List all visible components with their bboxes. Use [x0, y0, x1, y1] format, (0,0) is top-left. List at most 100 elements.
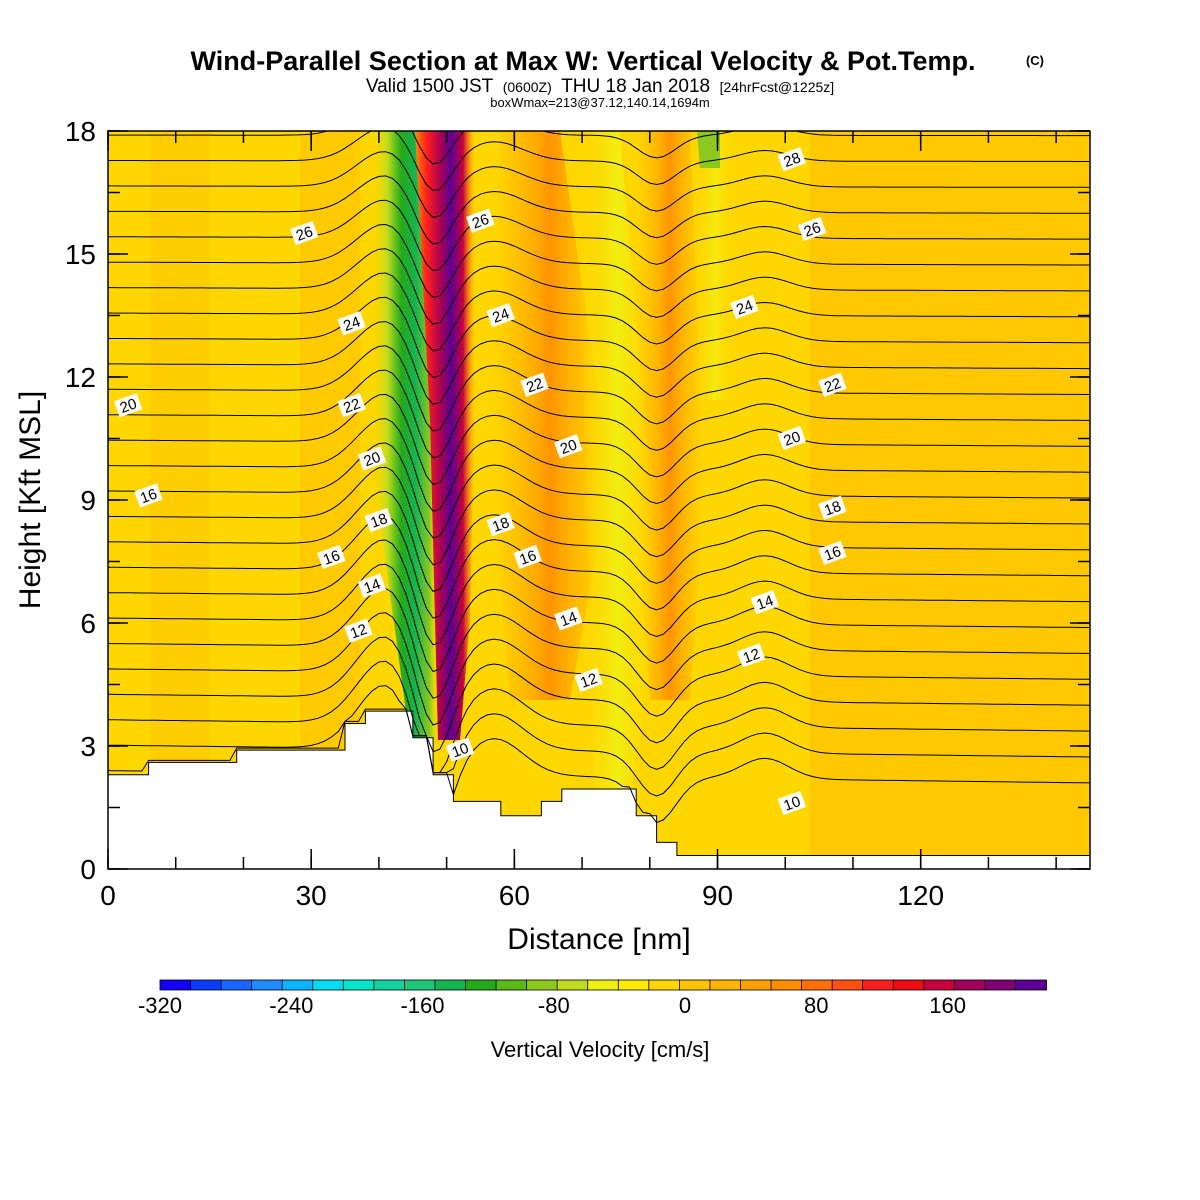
isentrope-label: 22 — [337, 393, 366, 418]
colorbar-tick-labels: -320 -240 -160 -80 0 80 160 — [138, 993, 966, 1018]
y-tick-label: 3 — [80, 731, 96, 762]
isentrope-line — [108, 223, 1090, 299]
colorbar-swatch — [556, 979, 589, 991]
isentrope-label: 16 — [818, 540, 847, 565]
isentrope-label-text: 20 — [781, 428, 802, 450]
colorbar-swatch — [587, 979, 620, 991]
isentrope-label-text: 18 — [490, 514, 511, 536]
isentrope-line — [108, 175, 1090, 245]
isentrope-line — [108, 685, 1090, 797]
isentrope-label-text: 10 — [781, 793, 802, 815]
upper-green-patch — [697, 131, 720, 168]
isentrope-line — [108, 369, 1090, 459]
isentrope-label-text: 24 — [341, 313, 362, 335]
isentrope-line — [108, 708, 1090, 824]
isentrope-label: 22 — [818, 372, 847, 397]
isentrope-label-text: 20 — [362, 449, 383, 471]
isentrope-label: 22 — [520, 372, 549, 397]
isentrope-label-text: 10 — [450, 740, 471, 762]
downdraft-band-yellow — [575, 131, 660, 800]
isentrope-label-box — [730, 294, 759, 319]
colorbar-swatch — [892, 979, 925, 991]
isentrope-line — [108, 539, 1090, 646]
updraft-column — [415, 131, 475, 740]
colorbar-swatch — [373, 979, 406, 991]
isentrope-label-text: 24 — [734, 297, 755, 319]
isentrope-label: 26 — [797, 216, 827, 242]
colorbar-swatch — [984, 979, 1017, 991]
y-tick-label: 0 — [80, 854, 96, 885]
isentrope-line — [108, 345, 1090, 432]
isentrope-line — [108, 466, 1090, 566]
isentrope-label: 24 — [486, 302, 515, 328]
isentrope-label-text: 28 — [781, 149, 802, 171]
isentrope-label-box — [337, 311, 366, 336]
isentrope-line — [108, 442, 1090, 539]
isentrope-label-text: 18 — [368, 510, 389, 532]
isentrope-label: 10 — [777, 790, 807, 816]
y-axis-title: Height [Kft MSL] — [14, 391, 47, 609]
isentrope-label-box — [445, 737, 475, 762]
y-tick-label: 9 — [80, 485, 96, 516]
isentrope-label-text: 14 — [558, 609, 579, 631]
x-tick-label: 0 — [100, 880, 116, 911]
isentrope-label-box — [486, 512, 515, 537]
colorbar-swatch — [1015, 979, 1047, 991]
isentrope-label-text: 12 — [578, 670, 599, 692]
isentrope-line — [108, 636, 1090, 753]
plot-area: 26 26 28 26 24 24 24 22 22 22 20 20 20 20 16 18 18 18 16 16… — [108, 131, 1090, 869]
isentrope-label-text: 16 — [321, 547, 342, 569]
isentrope-label-box — [113, 393, 143, 418]
isentrope-label-text: 12 — [741, 645, 762, 667]
colorbar-swatch — [465, 979, 497, 991]
isentrope-label-text: 22 — [524, 375, 545, 397]
colorbar-tick-label: -240 — [269, 993, 313, 1018]
colorbar-swatch — [617, 979, 650, 991]
isentrope-label-box — [513, 544, 542, 570]
colorbar-swatch — [220, 979, 253, 991]
colorbar-swatch — [495, 979, 528, 991]
field-band-orange-left — [150, 131, 210, 781]
isentrope-label-text: 20 — [558, 436, 579, 458]
isentrope-label-text: 26 — [470, 211, 491, 233]
colorbar-tick-label: 80 — [804, 993, 828, 1018]
isentrope-label-text: 16 — [822, 543, 843, 565]
isentrope-label-box — [364, 507, 393, 533]
isentrope-label-box — [357, 573, 387, 598]
isentrope-label: 18 — [486, 512, 515, 537]
isentrope-line — [108, 393, 1090, 486]
colorbar-tick-label: -320 — [138, 993, 182, 1018]
isentrope-label-box — [290, 220, 319, 246]
colorbar-swatch — [740, 979, 772, 991]
colorbar-swatch — [648, 979, 681, 991]
isentrope-label-box — [737, 643, 766, 668]
isentrope-line — [108, 418, 1090, 512]
colorbar-tick-label: 0 — [679, 993, 691, 1018]
colorbar-tick-label: -160 — [400, 993, 444, 1018]
isentrope-line — [108, 587, 1090, 699]
isentrope-label-box — [466, 208, 495, 233]
colorbar-swatch — [342, 979, 375, 991]
isentrope-label-box — [134, 483, 163, 508]
isentrope-label-box — [818, 372, 847, 397]
colorbar-swatch — [923, 979, 956, 991]
colorbar-swatch — [312, 979, 345, 991]
colorbar-tick-label: -80 — [538, 993, 570, 1018]
isentrope-label: 12 — [737, 643, 766, 668]
isentrope-label: 14 — [750, 589, 779, 615]
isentrope-line — [108, 131, 1090, 192]
isentrope-label-text: 16 — [517, 547, 538, 569]
y-tick-label: 18 — [65, 116, 96, 147]
isentrope-line — [108, 563, 1090, 673]
x-tick-label: 120 — [897, 880, 944, 911]
isentrope-label: 12 — [574, 667, 603, 693]
isentrope-label: 26 — [290, 220, 319, 246]
isentrope-label-text: 18 — [822, 498, 843, 520]
colorbar-swatch — [953, 979, 986, 991]
y-axis-ticks: 0 3 6 9 12 15 18 — [65, 116, 1090, 885]
x-tick-label: 60 — [499, 880, 530, 911]
valid-line: Valid 1500 JST (0600Z) THU 18 Jan 2018 [… — [366, 76, 834, 97]
isentrope-label: 20 — [113, 393, 143, 418]
isentrope-line — [108, 321, 1090, 405]
